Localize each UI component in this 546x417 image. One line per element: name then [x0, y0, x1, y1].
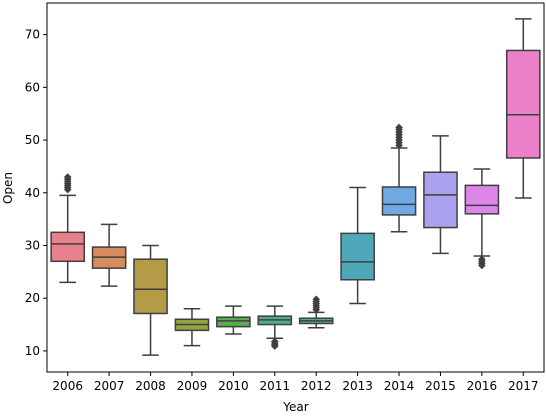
boxes-layer: [50, 18, 541, 356]
x-tick-label: 2013: [342, 379, 373, 393]
y-tick-label: 10: [25, 344, 40, 358]
box-group-2015: [423, 135, 458, 255]
box-iqr: [381, 186, 417, 216]
x-tick-label: 2014: [384, 379, 415, 393]
box-group-2007: [91, 223, 127, 287]
y-tick-label: 70: [25, 28, 40, 42]
plot-frame: [46, 2, 545, 373]
x-tick-label: 2008: [135, 379, 166, 393]
y-tick-label: 20: [25, 291, 40, 305]
x-tick-label: 2016: [467, 379, 498, 393]
y-tick-label: 30: [25, 238, 40, 252]
box-iqr: [464, 184, 500, 215]
box-group-2010: [216, 305, 251, 335]
box-iqr: [216, 316, 251, 328]
box-group-2008: [133, 244, 168, 356]
outlier-point: [312, 295, 321, 304]
box-iqr: [50, 231, 86, 263]
axes-layer: 10 20 30 40 50 60 70 2006 2007 2008 2009 2010 2011 20…: [25, 2, 545, 393]
y-axis-label: Open: [1, 172, 15, 204]
box-iqr: [340, 232, 375, 281]
box-iqr: [133, 258, 168, 315]
box-group-2012: [298, 295, 334, 329]
y-tick-label: 60: [25, 80, 40, 94]
outlier-point: [63, 173, 72, 181]
box-group-2014: [381, 123, 417, 233]
outlier-point: [478, 255, 486, 264]
box-group-2013: [340, 186, 375, 305]
outlier-point: [270, 337, 279, 346]
x-tick-label: 2017: [508, 379, 539, 393]
y-tick-label: 40: [25, 186, 40, 200]
x-tick-label: 2010: [218, 379, 249, 393]
x-tick-label: 2009: [177, 379, 208, 393]
x-axis-label: Year: [282, 400, 308, 414]
box-iqr: [423, 171, 458, 229]
box-group-2006: [50, 173, 86, 284]
box-iqr: [505, 49, 541, 159]
box-group-2016: [464, 168, 500, 270]
x-tick-label: 2011: [260, 379, 291, 393]
x-tick-label: 2015: [425, 379, 456, 393]
x-tick-label: 2007: [94, 379, 125, 393]
x-tick-label: 2012: [301, 379, 332, 393]
x-tick-label: 2006: [52, 379, 83, 393]
box-group-2009: [174, 307, 210, 347]
box-group-2017: [505, 18, 541, 199]
outlier-point: [395, 123, 403, 132]
y-tick-label: 50: [25, 133, 40, 147]
box-group-2011: [257, 305, 293, 351]
